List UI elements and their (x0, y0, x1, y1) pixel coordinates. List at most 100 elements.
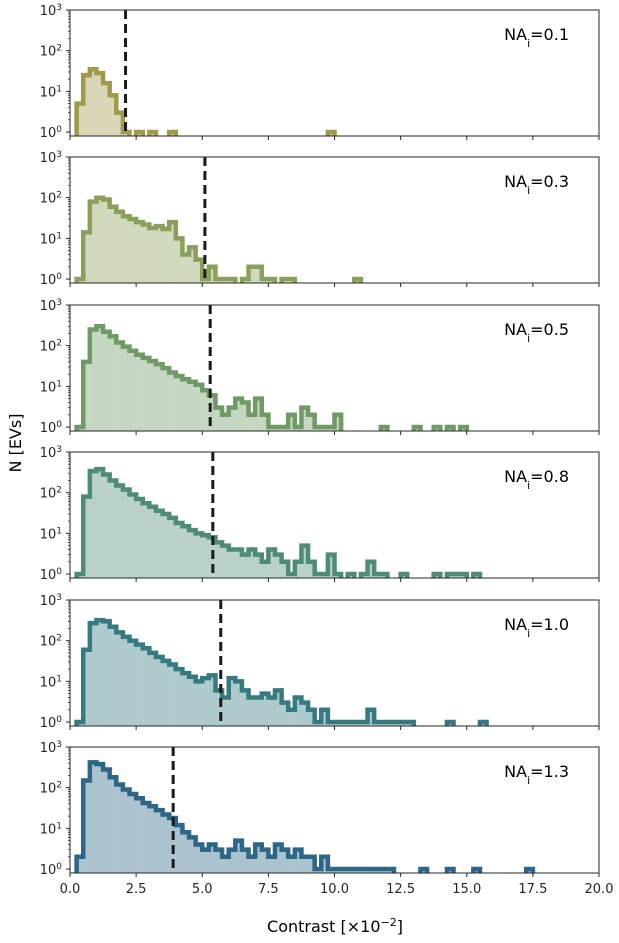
histogram-bar (122, 789, 130, 873)
histogram-bar (103, 199, 110, 283)
histogram-bar (228, 549, 236, 578)
histogram-bar (142, 503, 150, 578)
x-tick-label: 7.5 (258, 882, 279, 897)
histogram-bar (162, 368, 170, 431)
y-tick-label: 102 (40, 634, 62, 650)
histogram-bar (83, 780, 90, 873)
y-tick-label: 102 (40, 781, 62, 797)
histogram-bar (215, 849, 223, 873)
histogram-bar (149, 361, 156, 431)
histogram-bar (189, 837, 196, 873)
histogram-bar (274, 690, 282, 726)
panel-label: NAi=1.0 (504, 615, 569, 640)
histogram-bar (116, 784, 123, 873)
y-tick-exponent: 1 (56, 674, 62, 684)
histogram-bar (281, 561, 289, 578)
histogram-bar (89, 201, 97, 283)
histogram-bar (155, 810, 163, 873)
histogram-bar (268, 856, 275, 873)
y-tick-exponent: 0 (56, 125, 62, 135)
y-tick-exponent: 2 (56, 191, 62, 201)
y-tick-base: 10 (40, 45, 57, 60)
y-tick-exponent: 0 (56, 862, 62, 872)
histogram-bar (96, 73, 104, 136)
y-tick-label: 100 (40, 272, 63, 288)
panel-label-subscript: i (527, 184, 530, 197)
y-tick-label: 103 (40, 150, 62, 166)
y-tick-exponent: 2 (56, 486, 62, 496)
histogram-bar (268, 549, 275, 578)
histogram-bar (222, 414, 229, 431)
y-tick-base: 10 (40, 151, 57, 166)
histogram-bar (142, 803, 150, 873)
x-tick-label: 10.0 (320, 882, 349, 897)
x-tick-label: 0.0 (60, 882, 81, 897)
histogram-bar (109, 206, 117, 283)
panel-label-main: NA (504, 762, 527, 781)
histogram-bar (109, 777, 117, 873)
histogram-bar (228, 407, 236, 431)
y-tick-label: 101 (40, 84, 62, 100)
histogram-bar (248, 266, 256, 283)
histogram-bar (89, 623, 97, 726)
histogram-bar (103, 474, 110, 578)
histogram-bar (129, 640, 137, 726)
histogram-bar (189, 247, 196, 283)
y-tick-exponent: 0 (56, 715, 62, 725)
panel-label: NAi=0.5 (504, 320, 569, 345)
histogram-outline (74, 195, 364, 283)
histogram-bar (222, 545, 229, 578)
histogram-bar (255, 266, 262, 283)
y-tick-base: 10 (40, 299, 57, 314)
y-tick-base: 10 (40, 863, 57, 878)
histogram-bar (175, 375, 183, 431)
y-tick-exponent: 1 (56, 379, 62, 389)
histogram-bar (162, 660, 170, 726)
histogram-bar (241, 849, 249, 873)
histogram-bar (169, 222, 176, 283)
histogram-bar (189, 676, 196, 726)
y-tick-base: 10 (40, 782, 57, 797)
panel-label-subscript: i (527, 332, 530, 345)
histogram-bar (288, 856, 295, 873)
histogram-bar (182, 832, 190, 873)
histogram-bar (109, 95, 117, 136)
y-tick-label: 100 (40, 125, 63, 141)
panel-label-value: =1.3 (530, 762, 569, 781)
y-tick-base: 10 (40, 568, 57, 583)
histogram-bar (142, 357, 150, 431)
histogram-bar (96, 326, 104, 431)
histogram-bar (308, 856, 315, 873)
y-tick-label: 103 (40, 740, 62, 756)
x-axis-title: Contrast [×10−2] (267, 916, 403, 937)
histogram-bar (89, 329, 97, 431)
y-tick-label: 101 (40, 231, 62, 247)
histogram-bar (89, 69, 97, 136)
x-axis-title-exponent: −2 (381, 916, 397, 929)
histogram-bar (248, 549, 256, 578)
histogram-bar (261, 849, 269, 873)
panel-label-main: NA (504, 615, 527, 634)
y-tick-label: 103 (40, 298, 62, 314)
histogram-bar (301, 856, 309, 873)
histogram-bar (76, 103, 84, 136)
histogram-bar (294, 561, 302, 578)
y-tick-label: 101 (40, 821, 62, 837)
histogram-bar (96, 620, 104, 726)
y-tick-base: 10 (40, 446, 57, 461)
histogram-bar (96, 469, 104, 578)
y-tick-exponent: 2 (56, 634, 62, 644)
histogram-bar (195, 384, 203, 431)
y-tick-base: 10 (40, 380, 57, 395)
panel-label: NAi=1.3 (504, 762, 569, 787)
histogram-bar (255, 844, 262, 873)
y-tick-exponent: 0 (56, 272, 62, 282)
histogram-bar (149, 806, 156, 873)
histogram-bar (83, 75, 90, 136)
histogram-bar (274, 844, 282, 873)
y-tick-label: 101 (40, 674, 62, 690)
panel-label-value: =1.0 (530, 615, 569, 634)
histogram-bar (301, 407, 309, 431)
histogram-outline (74, 66, 337, 136)
